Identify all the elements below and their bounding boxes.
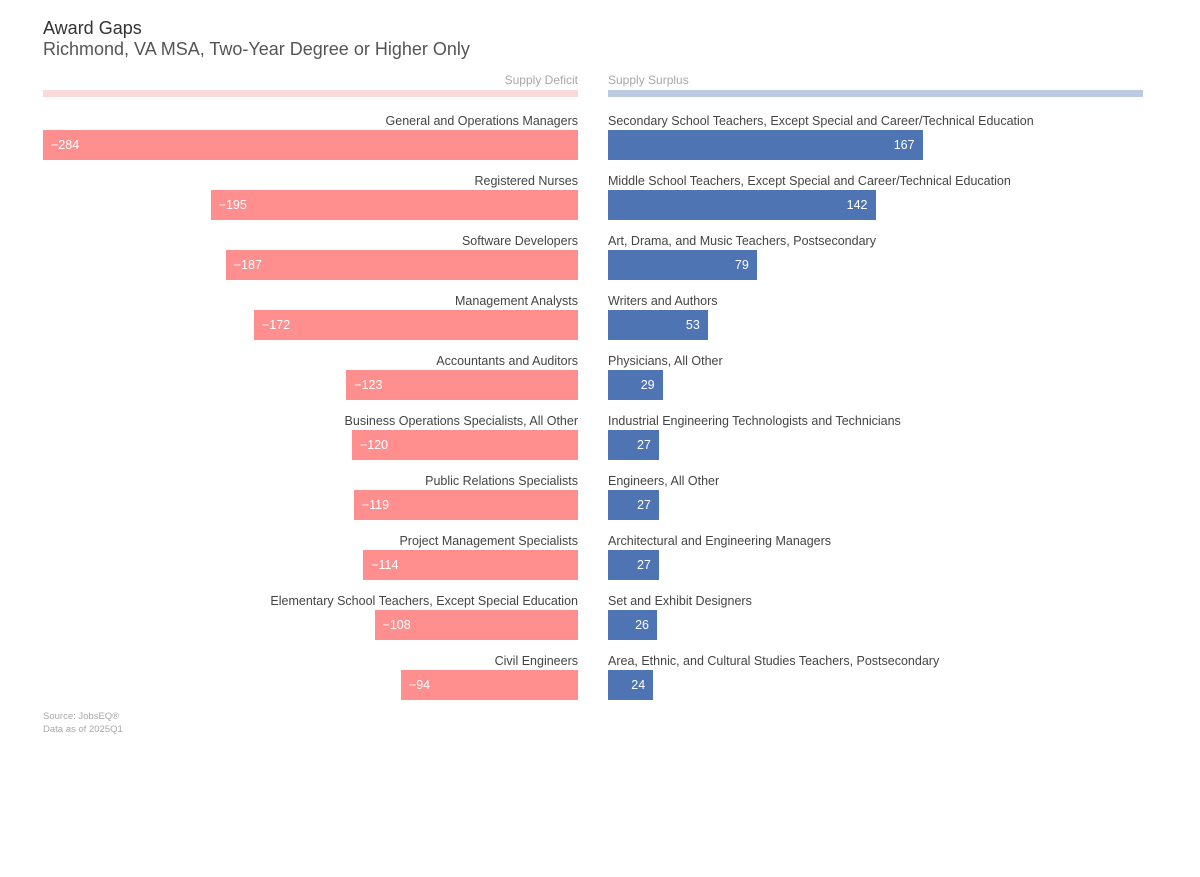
supply-deficit-header-bar [43,90,578,97]
deficit-bar-value: −284 [51,138,80,152]
deficit-category-label: Registered Nurses [474,174,578,188]
surplus-bar: 27 [608,430,659,460]
deficit-bar-value: −108 [382,618,411,632]
deficit-bar-value: −119 [361,498,390,512]
surplus-category-label: Engineers, All Other [608,474,720,488]
deficit-bar: −187 [225,250,578,280]
surplus-bar-value: 79 [734,258,749,272]
deficit-bar: −108 [374,610,578,640]
surplus-category-label: Writers and Authors [608,294,718,308]
surplus-bar: 27 [608,550,659,580]
deficit-bar-value: −120 [359,438,389,452]
surplus-bar: 53 [608,310,708,340]
surplus-bar: 142 [608,190,876,220]
chart-title: Award Gaps [43,18,142,38]
deficit-bar-value: −172 [261,318,291,332]
surplus-bar-value: 53 [685,318,700,332]
surplus-category-label: Physicians, All Other [608,354,723,368]
surplus-bar-value: 29 [640,378,655,392]
supply-surplus-header-bar [608,90,1143,97]
surplus-category-label: Set and Exhibit Designers [608,594,752,608]
deficit-bar-value: −187 [233,258,262,272]
deficit-bar: −120 [351,430,578,460]
deficit-bar-value: −94 [408,678,431,692]
source-note: Source: JobsEQ® [43,711,120,722]
surplus-bar-value: 27 [636,438,651,452]
data-as-of-note: Data as of 2025Q1 [43,724,123,735]
deficit-bar: −94 [400,670,578,700]
deficit-category-label: Software Developers [461,234,578,248]
supply-deficit-header: Supply Deficit [504,73,578,87]
deficit-bar-value: −114 [371,558,399,572]
surplus-category-label: Area, Ethnic, and Cultural Studies Teach… [608,654,940,668]
surplus-category-label: Art, Drama, and Music Teachers, Postseco… [608,234,876,248]
deficit-category-label: General and Operations Managers [385,114,578,128]
deficit-bar-value: −195 [218,198,247,212]
deficit-bar-value: −123 [354,378,383,392]
surplus-category-label: Architectural and Engineering Managers [608,534,832,548]
deficit-category-label: Public Relations Specialists [425,474,578,488]
deficit-bar: −284 [43,130,578,160]
surplus-category-label: Secondary School Teachers, Except Specia… [608,114,1034,128]
surplus-category-label: Industrial Engineering Technologists and… [608,414,901,428]
surplus-bar-value: 142 [846,198,868,212]
chart-subtitle: Richmond, VA MSA, Two-Year Degree or Hig… [43,39,470,59]
deficit-bar: −119 [353,490,578,520]
deficit-category-label: Management Analysts [455,294,578,308]
surplus-bar: 27 [608,490,659,520]
surplus-bar: 29 [608,370,663,400]
surplus-bar-value: 167 [893,138,915,152]
supply-surplus-header: Supply Surplus [608,73,689,87]
deficit-bar: −123 [346,370,578,400]
surplus-category-label: Middle School Teachers, Except Special a… [608,174,1011,188]
surplus-bar: 26 [608,610,657,640]
deficit-bar: −172 [253,310,578,340]
surplus-bar-value: 26 [635,618,649,632]
surplus-bar-value: 27 [636,558,651,572]
surplus-bar: 79 [608,250,757,280]
deficit-category-label: Elementary School Teachers, Except Speci… [270,594,578,608]
deficit-category-label: Civil Engineers [494,654,578,668]
surplus-bar-value: 27 [636,498,651,512]
deficit-category-label: Project Management Specialists [399,534,578,548]
deficit-category-label: Accountants and Auditors [436,354,578,368]
surplus-bar: 167 [608,130,923,160]
deficit-category-label: Business Operations Specialists, All Oth… [344,414,578,428]
surplus-bar-value: 24 [631,678,646,692]
deficit-bar: −114 [363,550,578,580]
deficit-bar: −195 [210,190,578,220]
surplus-bar: 24 [608,670,654,700]
